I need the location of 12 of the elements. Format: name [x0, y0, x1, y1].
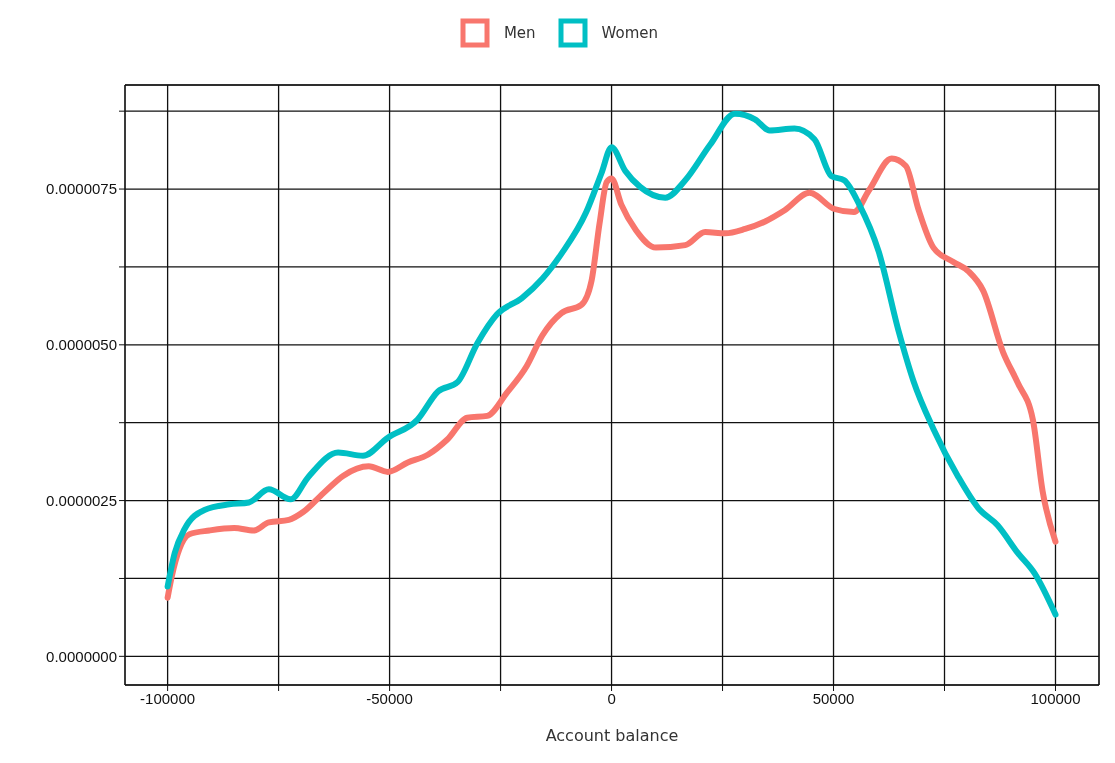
- legend-label: Men: [503, 24, 536, 42]
- x-tick-label: -50000: [366, 689, 413, 707]
- y-tick-label: 0.0000025: [46, 491, 117, 509]
- y-tick-label: 0.0000000: [46, 647, 117, 665]
- x-tick-label: 100000: [1030, 689, 1081, 707]
- x-tick-label: -100000: [140, 689, 196, 707]
- x-tick-label: 50000: [812, 689, 855, 707]
- y-tick-label: 0.0000075: [46, 180, 117, 198]
- legend-label: Women: [601, 24, 659, 42]
- y-tick-label: 0.0000050: [46, 336, 117, 354]
- x-axis-title: Account balance: [545, 726, 679, 745]
- x-tick-label: 0: [607, 689, 616, 707]
